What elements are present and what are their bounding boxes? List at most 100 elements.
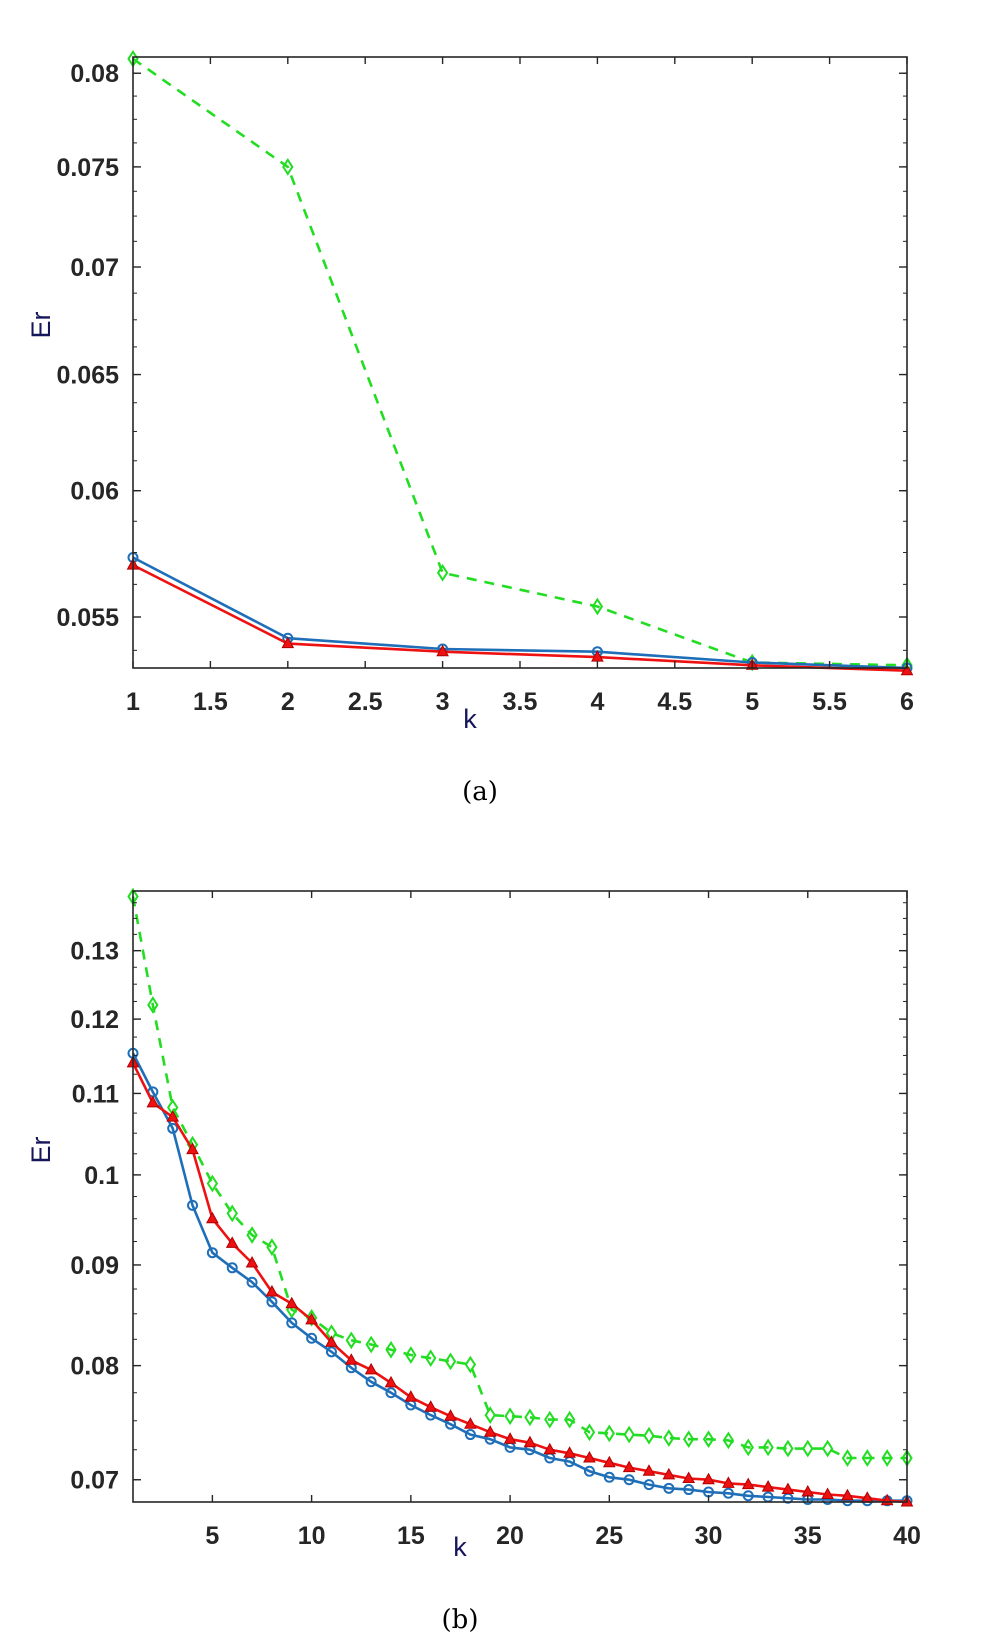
data-point-diamond [147, 996, 159, 1014]
data-point-circle [683, 1484, 695, 1496]
series-red-solid-triangle [126, 1055, 914, 1507]
data-point-triangle [543, 1442, 557, 1455]
x-tick-label: 4.5 [657, 688, 692, 716]
data-point-triangle [563, 1446, 576, 1458]
y-tick-label: 0.07 [70, 1467, 119, 1495]
data-point-circle [306, 1332, 318, 1344]
data-point-triangle [344, 1353, 358, 1365]
data-point-diamond [563, 1410, 576, 1429]
chart-panel-b: 5 10 15 20 25 30 35 40 0.07 0.08 0.09 0.1 0.11 0.12 0.… [26, 887, 921, 1635]
data-point-circle [286, 1317, 298, 1329]
data-point-diamond [266, 1238, 278, 1256]
y-tick-label: 0.12 [70, 1006, 119, 1034]
data-point-diamond [524, 1408, 536, 1427]
data-point-diamond [591, 597, 604, 616]
y-tick-label: 0.06 [70, 478, 119, 506]
data-point-diamond [802, 1439, 814, 1458]
series-line [131, 896, 907, 1460]
data-point-circle [583, 1465, 595, 1477]
data-point-triangle [325, 1335, 338, 1347]
data-point-diamond [436, 563, 449, 582]
data-point-circle [623, 1474, 635, 1486]
y-tick-label: 0.13 [70, 938, 119, 966]
data-point-circle [167, 1122, 179, 1134]
data-point-triangle [444, 1409, 457, 1421]
series-layer-b [126, 887, 914, 1507]
data-point-triangle [642, 1464, 656, 1476]
data-point-diamond [444, 1352, 457, 1371]
y-tick-label: 0.09 [70, 1252, 119, 1280]
data-point-diamond [881, 1449, 893, 1467]
data-point-circle [464, 1429, 476, 1441]
plot-area-b [133, 891, 907, 1502]
data-point-circle [187, 1199, 199, 1211]
data-point-diamond [405, 1346, 417, 1364]
x-tick-label: 1 [126, 688, 140, 716]
series-line [131, 1052, 907, 1502]
y-axis-label-a: Er [26, 311, 56, 338]
data-point-diamond [365, 1335, 377, 1354]
data-point-triangle [146, 1095, 160, 1108]
series-line [132, 556, 908, 670]
data-point-circle [742, 1490, 754, 1502]
x-tick-label: 35 [794, 1522, 822, 1550]
data-point-triangle [305, 1312, 318, 1325]
x-tick-label: 2 [281, 688, 295, 716]
chart-panel-a: 1 1.5 2 2.5 3 3.5 4 4.5 5 5.5 6 0.055 0.06 0.065 0.07 0… [26, 49, 914, 807]
x-tick-label: 20 [496, 1522, 524, 1550]
data-point-triangle [186, 1142, 199, 1155]
data-point-triangle [206, 1211, 219, 1224]
data-point-triangle [225, 1236, 239, 1248]
x-tick-label: 2.5 [348, 688, 383, 716]
data-point-triangle [622, 1460, 636, 1473]
data-point-triangle [722, 1476, 735, 1488]
caption-b: (b) [442, 1605, 479, 1635]
data-point-diamond [702, 1430, 715, 1449]
data-point-triangle [364, 1362, 378, 1375]
data-point-diamond [226, 1204, 238, 1223]
data-point-diamond [782, 1439, 794, 1458]
data-point-circle [365, 1376, 377, 1388]
data-point-diamond [683, 1430, 695, 1449]
data-point-diamond [484, 1406, 496, 1424]
x-tick-label: 1.5 [193, 688, 228, 716]
data-point-triangle [741, 1477, 755, 1490]
data-point-diamond [722, 1431, 735, 1450]
data-point-circle [385, 1387, 397, 1399]
data-point-circle [663, 1482, 675, 1494]
data-point-triangle [265, 1284, 279, 1297]
x-tick-label: 30 [695, 1522, 723, 1550]
series-green-dashed-diamond [127, 887, 913, 1467]
x-tick-label: 25 [595, 1522, 623, 1550]
data-point-diamond [623, 1425, 635, 1444]
data-point-triangle [281, 636, 295, 649]
series-line [131, 1062, 908, 1504]
data-point-triangle [841, 1488, 854, 1501]
y-tick-label: 0.055 [56, 604, 119, 632]
data-point-diamond [305, 1308, 318, 1327]
data-point-triangle [464, 1417, 477, 1429]
y-tick-label: 0.065 [56, 362, 119, 390]
data-point-circle [246, 1276, 258, 1288]
data-point-diamond [385, 1340, 397, 1359]
y-tick-label: 0.1 [84, 1162, 119, 1190]
data-point-triangle [821, 1487, 834, 1500]
data-point-diamond [206, 1174, 219, 1193]
axes-box-a [132, 56, 908, 669]
data-point-triangle [436, 644, 449, 657]
data-point-diamond [246, 1226, 258, 1244]
data-point-circle [206, 1247, 218, 1259]
y-axis-label-b: Er [26, 1136, 56, 1163]
x-tick-label: 5 [745, 688, 759, 716]
data-point-triangle [166, 1110, 180, 1122]
x-tick-label: 10 [298, 1522, 326, 1550]
x-tick-label: 15 [397, 1522, 425, 1550]
series-layer-a [126, 49, 914, 676]
x-tick-label: 40 [893, 1522, 921, 1550]
data-point-diamond [345, 1331, 357, 1350]
ticks-layer-b: 5 10 15 20 25 30 35 40 0.07 0.08 0.09 0.1 0.11 0.12 0.… [70, 891, 921, 1550]
data-point-triangle [285, 1296, 299, 1309]
data-point-circle [325, 1346, 337, 1358]
y-tick-label: 0.08 [70, 60, 119, 88]
